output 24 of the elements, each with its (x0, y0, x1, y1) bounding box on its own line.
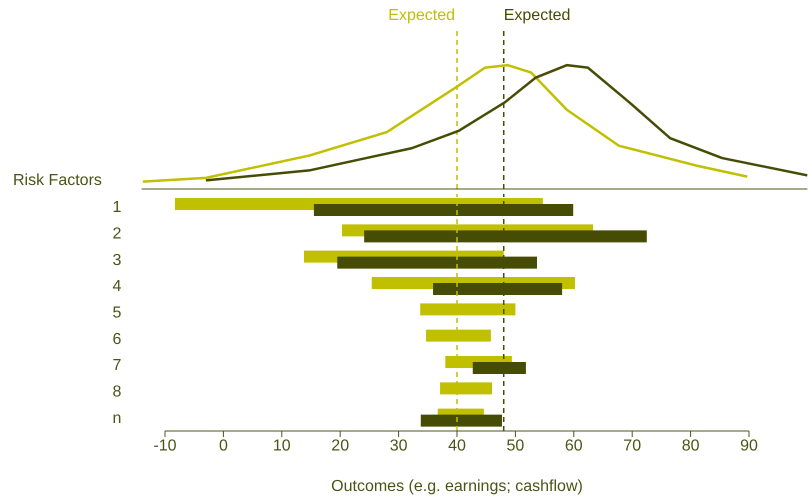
x-tick-label: 60 (564, 437, 583, 454)
x-tick-label: 10 (272, 437, 291, 454)
y-tick-label: 1 (112, 199, 122, 216)
x-tick-label: 70 (623, 437, 642, 454)
y-tick-label: 6 (112, 330, 122, 348)
ref-line-label: Expected (388, 7, 455, 24)
y-tick-label: 4 (112, 278, 122, 296)
x-tick-label: 30 (390, 437, 408, 454)
x-tick-label: 0 (218, 437, 228, 454)
x-tick-label: 90 (740, 437, 758, 454)
x-tick-label: -10 (153, 437, 177, 454)
x-tick-label: 20 (331, 437, 350, 454)
x-tick-label: 50 (506, 437, 524, 454)
y-tick-label: n (112, 410, 122, 427)
y-tick-label: 2 (112, 226, 122, 242)
y-tick-label: 3 (112, 252, 122, 269)
y-tick-label: 8 (112, 384, 122, 400)
x-tick-label: 80 (682, 437, 700, 454)
x-tick-label: 40 (448, 437, 466, 454)
y-tick-label: 5 (112, 304, 122, 322)
y-tick-label: 7 (112, 357, 122, 374)
y-axis-title: Risk Factors (13, 172, 102, 190)
x-axis-title: Outcomes (e.g. earnings; cashflow) (331, 478, 583, 495)
ref-line-label: Expected (504, 7, 570, 24)
